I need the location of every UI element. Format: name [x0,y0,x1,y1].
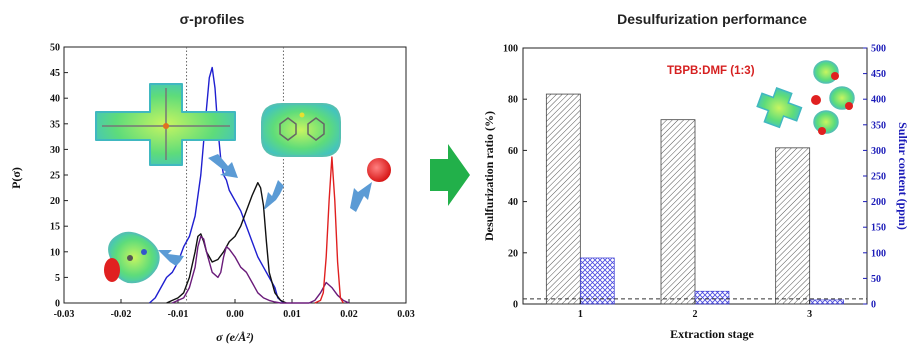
desulf-y-tick-label: 20 [508,248,518,259]
sigma-x-axis-label: σ (e/Å²) [216,330,254,344]
desulf-ratio-bar [545,93,581,305]
desulf-x-tick-label: 3 [807,309,812,320]
desulf-y-axis-label: Desulfurization ratio (%) [482,111,496,241]
desulf-x-axis-label: Extraction stage [670,327,754,341]
sigma-profiles-title: σ-profiles [180,11,245,27]
desulf-ratio-bar [660,119,696,305]
desulf-left-ticks: 0 20 40 60 80 100 [503,44,527,311]
desulfurization-title: Desulfurization performance [617,11,807,27]
sigma-x-tick-label: -0.03 [54,309,75,320]
desulf-x-tick-label: 2 [693,309,698,320]
sigma-x-ticks: -0.03 -0.02 -0.01 0.00 0.01 0.02 0.03 [54,299,415,320]
sulfur-content-bar [694,290,730,305]
solvent-cluster-image [756,60,855,135]
desulf-y2-tick-label: 250 [871,172,886,183]
sigma-y-axis-label: P(σ) [9,167,23,189]
thiophene-molecule-image [261,103,341,157]
desulf-y2-tick-label: 500 [871,44,886,55]
sigma-x-tick-label: -0.01 [168,309,189,320]
chloride-ion-image [367,158,391,182]
sigma-y-tick-label: 10 [50,247,60,258]
sulfur-content-bar [809,299,844,305]
sigma-y-tick-label: 15 [50,222,60,233]
sigma-series-line-3 [172,235,350,304]
desulfurization-chart: Desulfurization performance 020406080100… [482,11,910,341]
pointer-arrows [158,154,372,266]
desulf-y-tick-label: 60 [508,146,518,157]
sigma-y-tick-label: 45 [50,68,60,79]
desulf-y-tick-label: 40 [508,197,518,208]
desulf-y2-tick-label: 300 [871,146,886,157]
desulf-y2-tick-label: 50 [871,274,881,285]
solvent-annotation: TBPB:DMF (1:3) [667,65,755,77]
sigma-x-tick-label: -0.02 [111,309,132,320]
desulf-y-tick-label: 0 [513,300,518,311]
desulf-x-tick-label: 1 [578,309,583,320]
sigma-series-line-4 [314,156,344,304]
sigma-y-tick-label: 30 [50,145,60,156]
sigma-reference-lines [186,47,284,303]
sigma-x-tick-label: 0.03 [397,309,415,320]
cation-molecule-image [95,83,236,166]
sigma-y-tick-label: 0 [55,299,60,310]
sigma-y-ticks: 0 5 10 15 20 25 30 35 40 45 50 [50,43,68,310]
desulf-y2-tick-label: 150 [871,223,886,234]
sigma-y-tick-label: 5 [55,273,60,284]
sigma-y-tick-label: 50 [50,43,60,54]
desulf-y2-tick-label: 200 [871,197,886,208]
sigma-y-tick-label: 35 [50,119,60,130]
desulf-x-ticks: 1 2 3 [578,300,812,320]
desulf-y-tick-label: 100 [503,44,518,55]
desulf-bars [545,93,844,305]
sigma-x-tick-label: 0.02 [340,309,358,320]
dmf-molecule-image [104,231,160,284]
sigma-y-tick-label: 20 [50,196,60,207]
transition-arrow-icon [430,144,470,206]
desulf-y2-tick-label: 450 [871,69,886,80]
sigma-y-tick-label: 40 [50,94,60,105]
desulf-right-ticks: 0 50 100 150 200 250 300 350 400 450 500 [863,44,886,311]
desulf-y2-tick-label: 350 [871,120,886,131]
sigma-x-tick-label: 0.00 [226,309,244,320]
sigma-x-tick-label: 0.01 [283,309,301,320]
desulf-y2-tick-label: 100 [871,248,886,259]
desulf-ratio-bar [775,147,811,305]
desulf-y2-tick-label: 0 [871,300,876,311]
sulfur-content-bar [580,257,615,305]
desulf-y2-tick-label: 400 [871,95,886,106]
sigma-y-tick-label: 25 [50,171,60,182]
desulf-y-tick-label: 80 [508,95,518,106]
desulf-y2-axis-label: Sulfur content (ppm) [896,122,910,230]
